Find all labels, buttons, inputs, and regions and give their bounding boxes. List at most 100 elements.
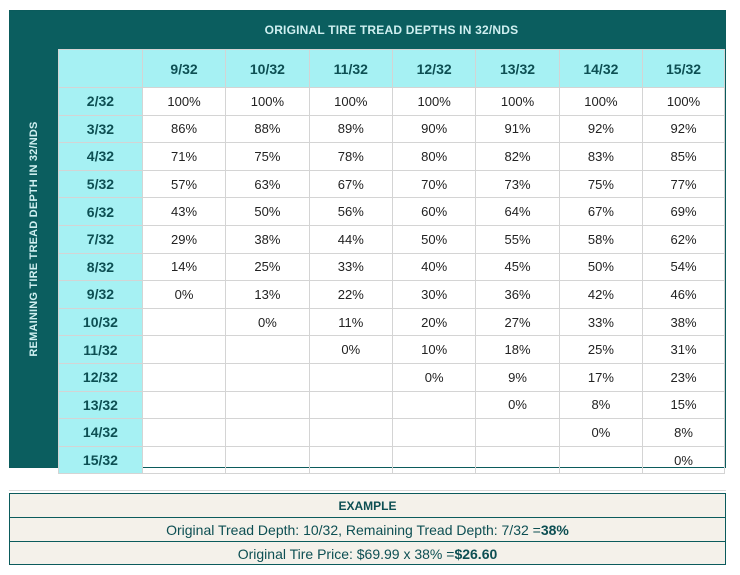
example-line-price: Original Tire Price: $69.99 x 38% = $26.…: [10, 542, 725, 566]
table-cell: 18%: [475, 335, 560, 364]
row-header: 6/32: [58, 197, 143, 226]
table-cell: [308, 390, 393, 420]
table-cell: [475, 418, 560, 447]
row-header: 11/32: [58, 335, 143, 364]
example-line-tread-result: 38%: [540, 521, 569, 538]
table-cell: 67%: [308, 169, 393, 199]
column-header-row: 9/32 10/32 11/32 12/32 13/32 14/32 15/32: [58, 49, 725, 88]
table-cell: 57%: [141, 169, 227, 199]
row-header: 7/32: [58, 224, 143, 254]
table-cell: [225, 335, 310, 364]
table-cell: 88%: [225, 114, 310, 144]
table-cell: 73%: [475, 169, 560, 199]
table-cell: 44%: [308, 224, 393, 254]
table-cell: 10%: [391, 335, 477, 364]
table-cell: 38%: [225, 224, 310, 254]
table-cell: 40%: [391, 252, 477, 282]
table-cell: [141, 307, 227, 337]
table-cell: 77%: [642, 169, 725, 199]
table-cell: 0%: [475, 390, 560, 420]
row-header: 10/32: [58, 307, 143, 337]
table-cell: [141, 390, 227, 420]
table-cell: 90%: [391, 114, 477, 144]
table-cell: 91%: [475, 114, 560, 144]
table-cell: 13%: [225, 280, 310, 309]
table-cell: [475, 445, 560, 475]
table-cell: [225, 362, 310, 392]
column-header: 14/32: [558, 49, 644, 88]
table-cell: [225, 390, 310, 420]
table-cell: 56%: [308, 197, 393, 226]
table-cell: 54%: [642, 252, 725, 282]
table-cell: 22%: [308, 280, 393, 309]
column-header: 15/32: [642, 49, 725, 88]
example-line-tread-text: Original Tread Depth: 10/32, Remaining T…: [166, 521, 541, 538]
table-cell: 69%: [642, 197, 725, 226]
tread-depth-grid: 9/32 10/32 11/32 12/32 13/32 14/32 15/32 2/32 10…: [58, 49, 725, 475]
original-depth-axis-title: ORIGINAL TIRE TREAD DEPTHS IN 32/NDS: [264, 23, 519, 37]
table-cell: 86%: [141, 114, 227, 144]
table-cell: 30%: [391, 280, 477, 309]
table-cell: 45%: [475, 252, 560, 282]
table-cell: 9%: [475, 362, 560, 392]
example-box: EXAMPLE Original Tread Depth: 10/32, Rem…: [9, 493, 726, 565]
table-cell: 100%: [642, 87, 725, 116]
table-cell: 71%: [141, 142, 227, 171]
row-header: 15/32: [58, 445, 143, 475]
table-cell: 11%: [308, 307, 393, 337]
table-cell: 0%: [225, 307, 310, 337]
table-cell: [308, 445, 393, 475]
table-cell: 100%: [475, 87, 560, 116]
table-cell: 20%: [391, 307, 477, 337]
table-cell: 0%: [141, 280, 227, 309]
table-cell: 62%: [642, 224, 725, 254]
table-cell: 50%: [225, 197, 310, 226]
corner-cell: [58, 49, 143, 88]
table-cell: 55%: [475, 224, 560, 254]
table-cell: [308, 362, 393, 392]
table-cell: 0%: [308, 335, 393, 364]
table-cell: 0%: [391, 362, 477, 392]
table-cell: 83%: [558, 142, 644, 171]
table-cell: 33%: [558, 307, 644, 337]
table-cell: 0%: [558, 418, 644, 447]
row-header: 14/32: [58, 418, 143, 447]
table-cell: 92%: [642, 114, 725, 144]
table-cell: 63%: [225, 169, 310, 199]
column-header: 13/32: [475, 49, 560, 88]
row-header: 2/32: [58, 87, 143, 116]
table-cell: 36%: [475, 280, 560, 309]
divider: [9, 490, 726, 491]
table-cell: 100%: [225, 87, 310, 116]
table-cell: 43%: [141, 197, 227, 226]
top-header: ORIGINAL TIRE TREAD DEPTHS IN 32/NDS: [58, 11, 725, 49]
table-row: 12/32 0% 9% 17% 23%: [58, 362, 725, 392]
table-cell: [391, 390, 477, 420]
column-header: 11/32: [308, 49, 393, 88]
table-row: 10/32 0% 11% 20% 27% 33% 38%: [58, 307, 725, 337]
table-cell: 42%: [558, 280, 644, 309]
table-cell: 14%: [141, 252, 227, 282]
table-cell: 75%: [558, 169, 644, 199]
table-cell: 92%: [558, 114, 644, 144]
table-cell: 70%: [391, 169, 477, 199]
table-row: 6/32 43% 50% 56% 60% 64% 67% 69%: [58, 197, 725, 226]
column-header: 10/32: [225, 49, 310, 88]
table-cell: 17%: [558, 362, 644, 392]
row-header: 9/32: [58, 280, 143, 309]
row-header: 8/32: [58, 252, 143, 282]
table-cell: 50%: [391, 224, 477, 254]
table-cell: 64%: [475, 197, 560, 226]
table-cell: 100%: [558, 87, 644, 116]
table-row: 11/32 0% 10% 18% 25% 31%: [58, 335, 725, 364]
row-header: 5/32: [58, 169, 143, 199]
table-cell: [225, 418, 310, 447]
table-cell: 15%: [642, 390, 725, 420]
table-cell: 80%: [391, 142, 477, 171]
table-cell: 31%: [642, 335, 725, 364]
table-cell: 78%: [308, 142, 393, 171]
table-row: 3/32 86% 88% 89% 90% 91% 92% 92%: [58, 114, 725, 144]
table-cell: 8%: [642, 418, 725, 447]
row-header: 4/32: [58, 142, 143, 171]
table-cell: 29%: [141, 224, 227, 254]
